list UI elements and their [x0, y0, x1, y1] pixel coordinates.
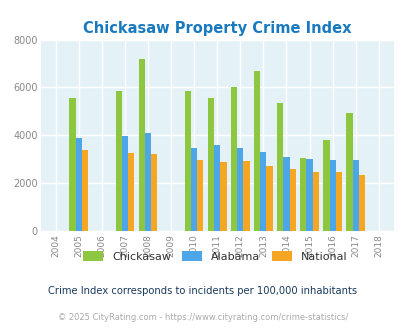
Bar — [230, 87, 237, 231]
Bar — [115, 91, 122, 231]
Bar — [283, 157, 289, 231]
Text: © 2025 CityRating.com - https://www.cityrating.com/crime-statistics/: © 2025 CityRating.com - https://www.city… — [58, 313, 347, 322]
Bar — [243, 161, 249, 231]
Bar — [207, 98, 213, 231]
Text: Crime Index corresponds to incidents per 100,000 inhabitants: Crime Index corresponds to incidents per… — [48, 286, 357, 296]
Bar — [197, 160, 203, 231]
Bar — [122, 136, 128, 231]
Bar — [254, 71, 260, 231]
Bar — [358, 175, 364, 231]
Bar — [335, 172, 341, 231]
Legend: Chickasaw, Alabama, National: Chickasaw, Alabama, National — [79, 247, 351, 266]
Bar — [299, 158, 306, 231]
Bar — [277, 103, 283, 231]
Bar — [220, 162, 226, 231]
Bar — [75, 138, 82, 231]
Bar — [151, 154, 157, 231]
Bar — [266, 166, 272, 231]
Bar — [190, 148, 197, 231]
Bar — [69, 98, 75, 231]
Bar — [260, 151, 266, 231]
Bar — [322, 140, 329, 231]
Bar — [145, 133, 151, 231]
Bar — [128, 153, 134, 231]
Bar — [306, 159, 312, 231]
Bar — [81, 150, 88, 231]
Bar — [312, 172, 318, 231]
Bar — [352, 160, 358, 231]
Bar — [345, 113, 352, 231]
Bar — [329, 160, 335, 231]
Title: Chickasaw Property Crime Index: Chickasaw Property Crime Index — [83, 21, 351, 36]
Bar — [138, 59, 145, 231]
Bar — [289, 169, 295, 231]
Bar — [184, 91, 190, 231]
Bar — [237, 148, 243, 231]
Bar — [213, 145, 220, 231]
